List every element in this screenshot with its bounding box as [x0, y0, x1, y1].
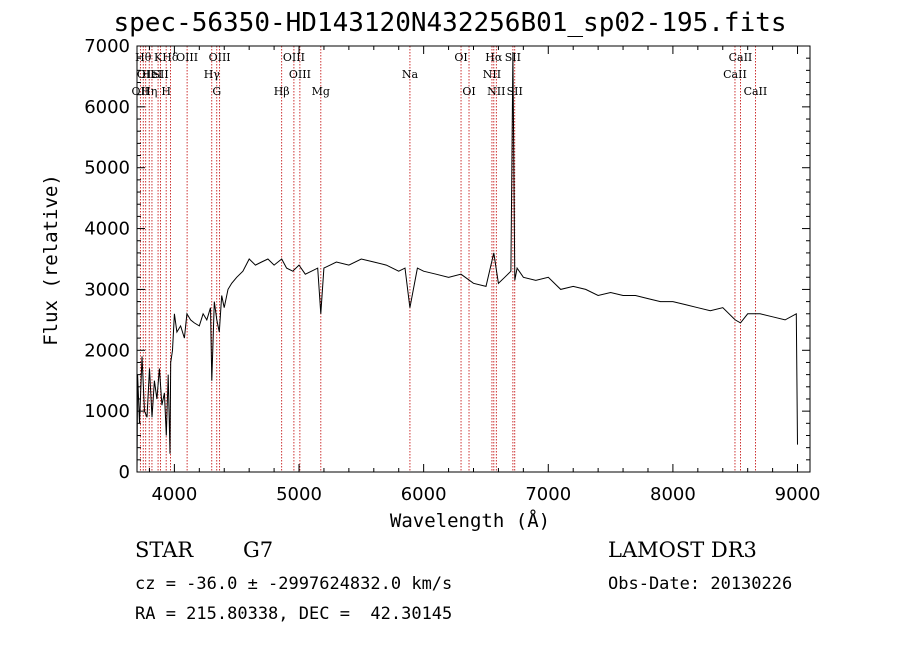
line-marker-label-14: OIII — [283, 51, 305, 64]
y-tick-label-4000: 4000 — [84, 219, 130, 240]
line-marker-label-13: Hβ — [274, 85, 290, 98]
x-tick-label-8000: 8000 — [650, 484, 696, 505]
x-tick-label-7000: 7000 — [525, 484, 571, 505]
x-tick-label-4000: 4000 — [151, 484, 197, 505]
line-marker-label-8: Hδ — [162, 51, 179, 64]
line-marker-label-26: CaII — [729, 51, 753, 64]
chart-title: spec-56350-HD143120N432256B01_sp02-195.f… — [113, 8, 787, 38]
y-tick-label-1000: 1000 — [84, 401, 130, 422]
plot-frame — [136, 45, 811, 473]
line-marker-label-25: CaII — [723, 68, 747, 81]
line-marker-label-9: OIII — [176, 51, 198, 64]
redshift-velocity: cz = -36.0 ± -2997624832.0 km/s — [135, 574, 453, 594]
line-marker-label-17: Na — [402, 68, 419, 81]
observation-date: Obs-Date: 20130226 — [608, 574, 793, 594]
object-class: STAR — [135, 538, 194, 562]
line-marker-label-15: OIII — [289, 68, 311, 81]
line-marker-label-2: OII — [137, 68, 155, 81]
line-marker-label-19: OI — [462, 85, 475, 98]
line-marker-label-11: G — [212, 85, 221, 98]
line-marker-label-7: H — [161, 85, 171, 98]
line-marker-label-24: SII — [507, 85, 523, 98]
y-tick-label-3000: 3000 — [84, 279, 130, 300]
line-marker-label-16: Mg — [312, 85, 330, 98]
line-marker-label-27: CaII — [744, 85, 768, 98]
line-marker-label-5: K — [154, 51, 163, 64]
x-axis-label: Wavelength (Å) — [389, 510, 551, 532]
line-marker-label-0: OII — [132, 85, 150, 98]
line-marker-label-22: NII — [487, 85, 505, 98]
line-marker-label-18: OI — [454, 51, 467, 64]
line-marker-labels: OIIHθOIIHηHeIKSIIHHδOIIIHγGOIIIHβOIIIOII… — [132, 51, 768, 98]
x-tick-label-9000: 9000 — [775, 484, 821, 505]
line-marker-label-3: Hη — [141, 85, 157, 98]
y-axis-ticks: 0 1000 2000 3000 4000 5000 6000 7000 — [84, 36, 810, 483]
line-marker-label-1: Hθ — [135, 51, 152, 64]
y-tick-label-0: 0 — [119, 462, 130, 483]
y-tick-label-7000: 7000 — [84, 36, 130, 57]
y-tick-label-6000: 6000 — [84, 97, 130, 118]
line-marker-label-6: SII — [152, 68, 168, 81]
coordinates: RA = 215.80338, DEC = 42.30145 — [135, 604, 453, 624]
y-tick-label-5000: 5000 — [84, 158, 130, 179]
spectrum-line — [136, 52, 798, 473]
line-marker-label-12: OIII — [209, 51, 231, 64]
x-tick-label-6000: 6000 — [401, 484, 447, 505]
line-markers — [139, 46, 756, 472]
line-marker-label-21: Hα — [485, 51, 503, 64]
line-marker-label-4: HeI — [142, 68, 162, 81]
object-subclass: G7 — [243, 538, 274, 562]
y-tick-label-2000: 2000 — [84, 340, 130, 361]
x-tick-label-5000: 5000 — [276, 484, 322, 505]
y-axis-label: Flux (relative) — [40, 174, 62, 346]
survey-name: LAMOST DR3 — [608, 538, 757, 562]
line-marker-label-10: Hγ — [204, 68, 221, 81]
x-axis-ticks: 4000 5000 6000 7000 8000 9000 — [148, 46, 821, 505]
line-marker-label-20: NII — [483, 68, 501, 81]
